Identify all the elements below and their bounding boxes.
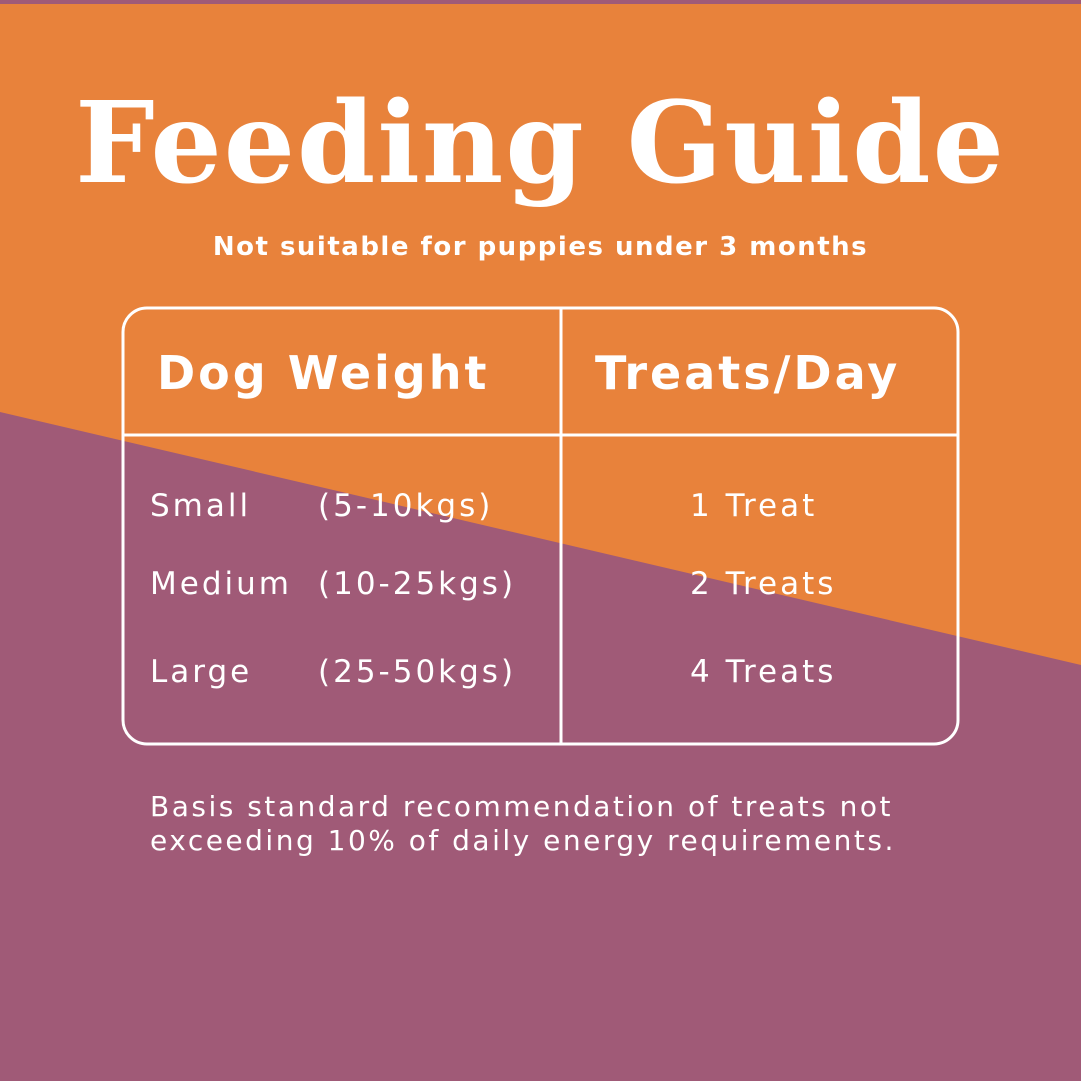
table-cell: 4 Treats [690, 654, 837, 690]
table-cell: 1 Treat [690, 488, 818, 524]
header-cell: Dog Weight [157, 346, 490, 400]
table-cell: 2 Treats [690, 566, 837, 602]
title: Feeding Guide [75, 78, 1006, 209]
orange-bg [0, 0, 1081, 665]
subtitle: Not suitable for puppies under 3 months [212, 232, 869, 262]
header-cell: Treats/Day [595, 346, 901, 400]
table-border [121, 306, 960, 746]
table-cell: (5-10kgs) [318, 488, 494, 524]
table-cell: Medium [150, 566, 292, 602]
table-cell: (10-25kgs) [318, 566, 517, 602]
table-cell: Small [150, 488, 252, 524]
top-strip [0, 0, 1081, 4]
table-cell: Large [150, 654, 253, 690]
table-cell: (25-50kgs) [318, 654, 517, 690]
note: Basis standard recommendation of treats … [150, 790, 896, 857]
